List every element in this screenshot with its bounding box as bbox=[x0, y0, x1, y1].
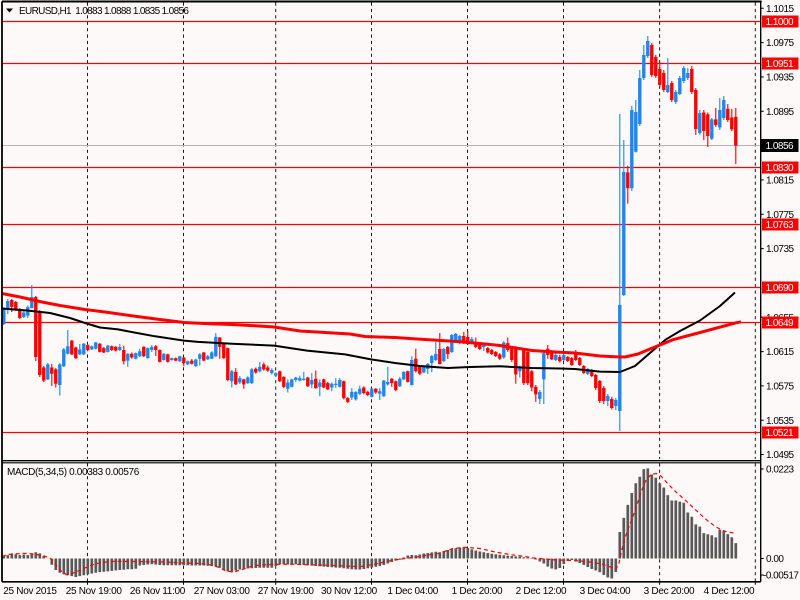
svg-text:-0.00517: -0.00517 bbox=[763, 571, 799, 582]
svg-text:EURUSD,H1 1.0883 1.0888 1.083: EURUSD,H1 1.0883 1.0888 1.0835 1.0856 bbox=[19, 6, 189, 17]
svg-text:4 Dec 12:00: 4 Dec 12:00 bbox=[704, 586, 755, 597]
svg-text:1.1000: 1.1000 bbox=[766, 17, 795, 28]
svg-text:25 Nov 19:00: 25 Nov 19:00 bbox=[66, 586, 123, 597]
svg-text:1.0649: 1.0649 bbox=[766, 318, 795, 329]
svg-text:1.0615: 1.0615 bbox=[766, 347, 795, 358]
svg-text:1.0935: 1.0935 bbox=[766, 73, 795, 84]
svg-text:3 Dec 20:00: 3 Dec 20:00 bbox=[644, 586, 695, 597]
svg-text:1.0856: 1.0856 bbox=[766, 141, 795, 152]
svg-text:1.0690: 1.0690 bbox=[766, 283, 795, 294]
svg-text:MACD(5,34,5) 0.00383 0.00576: MACD(5,34,5) 0.00383 0.00576 bbox=[7, 467, 140, 478]
svg-text:27 Nov 19:00: 27 Nov 19:00 bbox=[258, 586, 315, 597]
svg-text:1.0535: 1.0535 bbox=[766, 416, 795, 427]
svg-text:1.0521: 1.0521 bbox=[766, 428, 795, 439]
svg-text:1.1015: 1.1015 bbox=[766, 4, 795, 15]
svg-text:1.0735: 1.0735 bbox=[766, 244, 795, 255]
svg-text:25 Nov 2015: 25 Nov 2015 bbox=[3, 586, 57, 597]
svg-text:1.0951: 1.0951 bbox=[766, 59, 795, 70]
svg-text:0.00: 0.00 bbox=[766, 554, 784, 565]
svg-text:1.0775: 1.0775 bbox=[766, 210, 795, 221]
svg-text:30 Nov 12:00: 30 Nov 12:00 bbox=[321, 586, 378, 597]
svg-text:27 Nov 03:00: 27 Nov 03:00 bbox=[194, 586, 251, 597]
svg-text:26 Nov 11:00: 26 Nov 11:00 bbox=[130, 586, 186, 597]
svg-text:1.0975: 1.0975 bbox=[766, 38, 795, 49]
svg-text:0.0223: 0.0223 bbox=[766, 465, 795, 476]
svg-text:1 Dec 04:00: 1 Dec 04:00 bbox=[387, 586, 438, 597]
svg-text:1.0815: 1.0815 bbox=[766, 176, 795, 187]
svg-text:1.0830: 1.0830 bbox=[766, 163, 795, 174]
svg-text:1.0495: 1.0495 bbox=[766, 450, 795, 461]
svg-text:1.0895: 1.0895 bbox=[766, 107, 795, 118]
svg-text:3 Dec 04:00: 3 Dec 04:00 bbox=[580, 586, 631, 597]
svg-text:2 Dec 12:00: 2 Dec 12:00 bbox=[516, 586, 567, 597]
svg-text:1 Dec 20:00: 1 Dec 20:00 bbox=[452, 586, 503, 597]
svg-text:1.0575: 1.0575 bbox=[766, 382, 795, 393]
svg-text:1.0763: 1.0763 bbox=[766, 220, 795, 231]
